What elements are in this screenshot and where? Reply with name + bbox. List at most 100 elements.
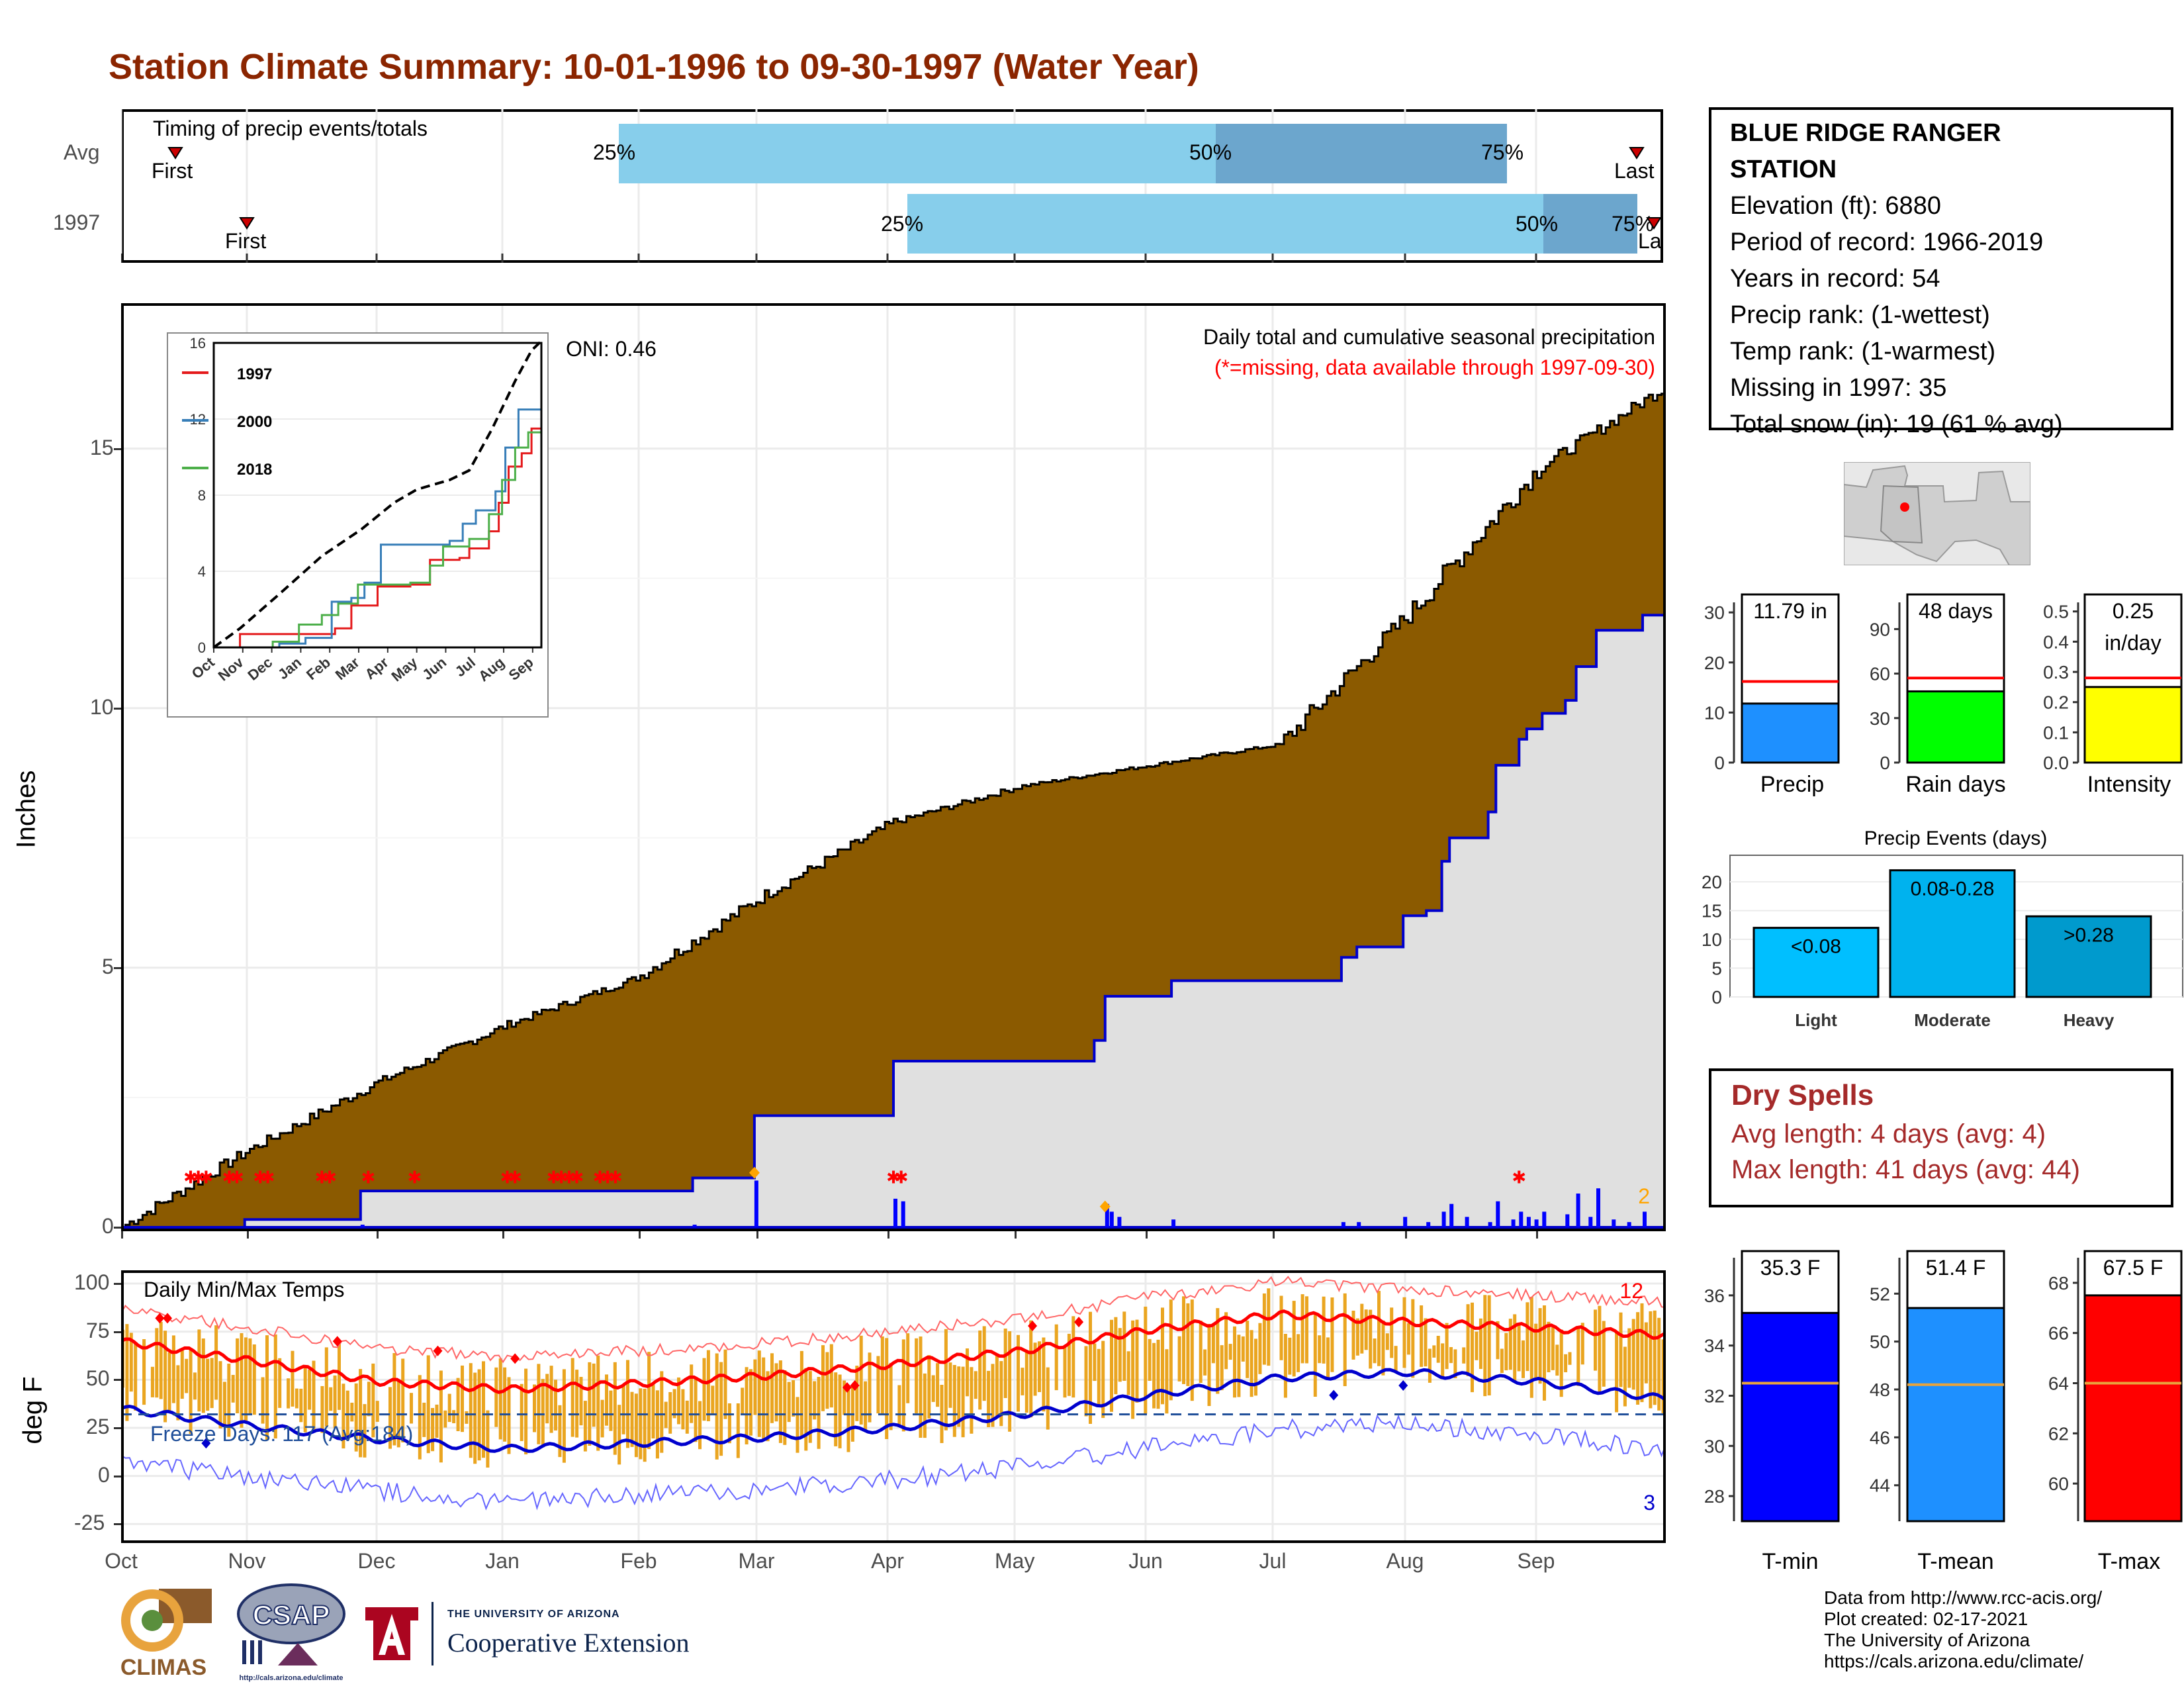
temp-bar	[159, 1321, 163, 1399]
temp-bar	[1351, 1311, 1355, 1360]
temp-bar	[1411, 1299, 1415, 1378]
year-p50: 50%	[1516, 212, 1558, 236]
temp-bar	[834, 1372, 838, 1446]
missing-marker: ✱	[894, 1168, 909, 1188]
temp-bar	[486, 1410, 490, 1468]
precip-ytick: 15	[90, 435, 114, 459]
temp-bar	[210, 1358, 214, 1409]
summary-ytick: 20	[1704, 653, 1725, 673]
daily-precip-bar	[1627, 1222, 1631, 1227]
temp-bar	[1513, 1314, 1517, 1382]
temp-ytick: 75	[86, 1318, 110, 1342]
temp-bar	[201, 1338, 205, 1413]
summary-ytick: 50	[1870, 1332, 1890, 1352]
temp-bar	[702, 1358, 706, 1421]
avg-p25: 25%	[593, 140, 635, 164]
temp-bar	[1525, 1302, 1529, 1372]
daily-precip-bar	[1596, 1188, 1600, 1227]
missing-note: (*=missing, data available through 1997-…	[1214, 355, 1655, 379]
temp-bar	[333, 1375, 337, 1429]
temp-bar	[1093, 1343, 1097, 1382]
temp-bar	[278, 1358, 282, 1408]
temp-bar	[473, 1372, 477, 1464]
year-p25: 25%	[881, 212, 923, 236]
daily-precip-bar	[1449, 1203, 1454, 1227]
temp-bar	[1390, 1307, 1394, 1358]
temp-bar	[1369, 1309, 1373, 1369]
temp-bar	[723, 1349, 727, 1419]
temp-bar	[452, 1410, 456, 1423]
footer-line-1: Data from http://www.rcc-acis.org/	[1824, 1587, 2103, 1608]
temp-bar	[694, 1376, 698, 1442]
temp-bar	[1144, 1306, 1148, 1414]
temp-bar	[1615, 1333, 1619, 1413]
station-missing: Missing in 1997: 35	[1730, 374, 1947, 402]
temp-bar	[1017, 1335, 1020, 1412]
year-first-marker	[239, 217, 255, 230]
temp-bar	[987, 1370, 991, 1427]
temp-bar	[915, 1338, 919, 1414]
precip-ytick: 0	[102, 1214, 114, 1238]
temp-bar	[901, 1339, 905, 1432]
daily-precip-bars	[360, 1180, 1647, 1227]
temp-bar	[338, 1343, 341, 1410]
temp-bar	[690, 1364, 694, 1423]
temp-ytick-mark	[114, 1427, 121, 1429]
temp-bar	[948, 1362, 952, 1408]
summary-ytick: 0	[1880, 753, 1890, 773]
temp-bar	[1063, 1345, 1067, 1398]
inset-ytick: 4	[198, 563, 206, 580]
daily-precip-bar	[1534, 1219, 1539, 1227]
temp-chart: Daily Min/Max Temps Freeze Days: 117 (Av…	[121, 1270, 1666, 1543]
temp-bar	[1420, 1305, 1424, 1367]
missing-marker: ✱	[361, 1168, 376, 1188]
precip-summary-chart: 0 10 20 30 11.79 in Precip	[1704, 593, 1840, 797]
summary-ytick: 0.3	[2043, 662, 2069, 682]
summary-value: 11.79 in	[1753, 599, 1827, 623]
temp-bar	[324, 1347, 328, 1427]
temp-bar	[1126, 1351, 1130, 1395]
missing-marker: ✱	[547, 1168, 561, 1188]
temp-bar	[1089, 1311, 1092, 1424]
record-high-marker	[433, 1345, 443, 1356]
precip-xtick-mark	[247, 1231, 249, 1239]
temp-bar	[813, 1381, 817, 1420]
summary-ytick: 36	[1704, 1286, 1725, 1306]
temp-bar	[422, 1403, 426, 1437]
missing-marker: ✱	[230, 1168, 244, 1188]
temp-bar	[829, 1344, 833, 1408]
temp-bars	[121, 1288, 1665, 1468]
temp-bar	[974, 1371, 978, 1399]
record-high-marker	[510, 1353, 520, 1364]
temp-bar	[1186, 1303, 1190, 1386]
temp-bar	[1008, 1331, 1012, 1432]
temp-bar	[1627, 1328, 1631, 1388]
temp-bar	[745, 1367, 749, 1444]
temp-bar	[155, 1328, 159, 1398]
temp-bar	[885, 1338, 889, 1439]
summary-ytick: 44	[1870, 1476, 1890, 1496]
temp-bar	[1207, 1324, 1211, 1406]
raindays-summary-label: Rain days	[1905, 772, 2005, 797]
temp-bar	[778, 1360, 782, 1443]
temp-bar	[1203, 1349, 1207, 1376]
avg-first-label: First	[152, 159, 193, 183]
temp-ytick-mark	[114, 1331, 121, 1333]
station-elevation: Elevation (ft): 6880	[1730, 192, 1941, 220]
temp-bar	[1496, 1321, 1500, 1360]
summary-bar	[1741, 702, 1840, 764]
temp-bar	[660, 1371, 664, 1453]
temp-bar	[931, 1375, 935, 1402]
temp-bar	[554, 1380, 557, 1430]
month-label: Mar	[738, 1549, 775, 1573]
temp-bar	[1054, 1324, 1058, 1391]
inset-chart: 0481216OctNovDecJanFebMarAprMayJunJulAug…	[167, 332, 549, 718]
temp-bar	[1003, 1329, 1007, 1398]
temp-bar	[859, 1335, 863, 1425]
temp-bar	[392, 1353, 396, 1446]
summary-ytick: 60	[2048, 1474, 2069, 1494]
temp-bar	[222, 1382, 226, 1426]
temp-bar	[588, 1362, 592, 1446]
station-location-dot	[1900, 502, 1909, 512]
temp-bar	[558, 1405, 562, 1458]
